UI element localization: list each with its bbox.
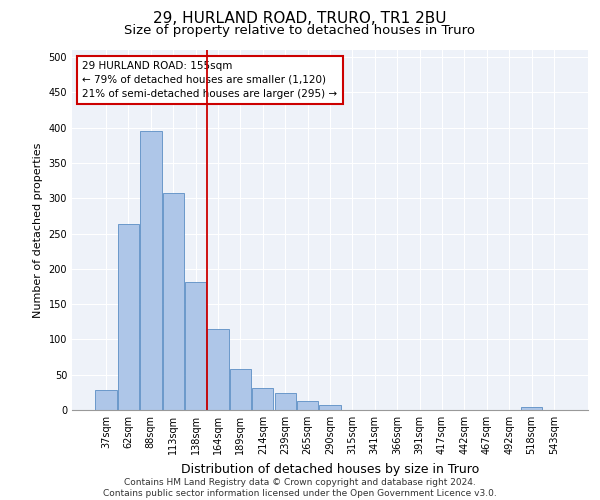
Bar (163, 192, 184, 410)
Text: Size of property relative to detached houses in Truro: Size of property relative to detached ho… (125, 24, 476, 37)
Bar (521, 407, 542, 410)
Bar (252, 388, 274, 410)
Text: 29, HURLAND ROAD, TRURO, TR1 2BU: 29, HURLAND ROAD, TRURO, TR1 2BU (153, 11, 447, 26)
Bar (140, 131, 161, 410)
Bar (208, 329, 229, 410)
Bar (275, 393, 296, 410)
Bar (230, 369, 251, 410)
Bar (297, 401, 318, 410)
Text: Contains HM Land Registry data © Crown copyright and database right 2024.
Contai: Contains HM Land Registry data © Crown c… (103, 478, 497, 498)
Bar (95, 390, 117, 410)
Bar (118, 224, 139, 410)
Bar (319, 405, 341, 410)
X-axis label: Distribution of detached houses by size in Truro: Distribution of detached houses by size … (181, 462, 479, 475)
Y-axis label: Number of detached properties: Number of detached properties (33, 142, 43, 318)
Bar (185, 282, 206, 410)
Text: 29 HURLAND ROAD: 155sqm
← 79% of detached houses are smaller (1,120)
21% of semi: 29 HURLAND ROAD: 155sqm ← 79% of detache… (82, 61, 337, 99)
